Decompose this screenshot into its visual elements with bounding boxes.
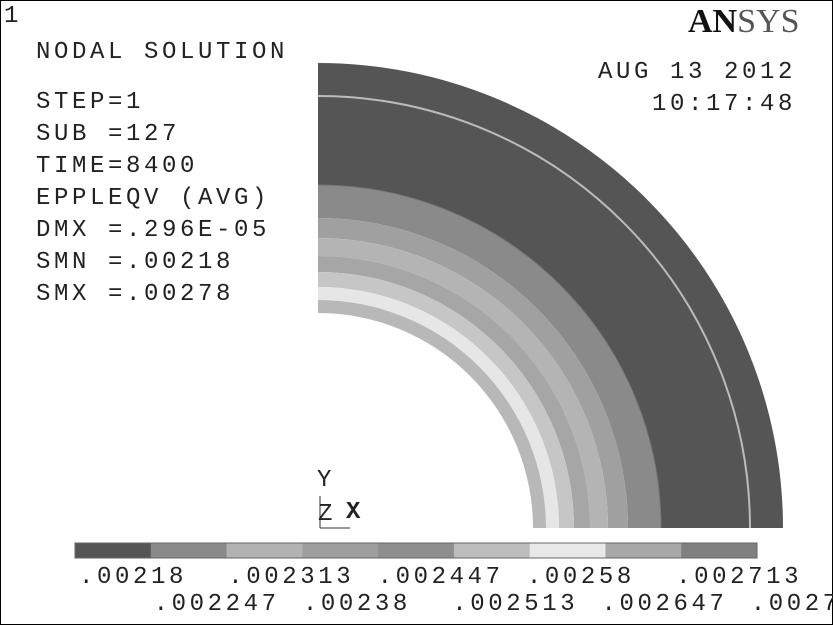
triad-y: Y	[317, 467, 335, 494]
legend-label: .002313	[228, 564, 354, 591]
time: 10:17:48	[652, 91, 796, 118]
legend-swatch	[226, 543, 303, 558]
info-line: EPPLEQV (AVG)	[36, 185, 270, 212]
legend-swatch	[453, 543, 531, 558]
info-line: STEP=1	[36, 89, 144, 116]
legend-swatch	[150, 543, 228, 558]
legend-swatch	[302, 543, 379, 558]
contour-band	[318, 63, 783, 528]
legend-label: .002647	[601, 591, 727, 618]
legend-label: .002247	[154, 591, 280, 618]
legend-swatch	[529, 543, 606, 558]
contour-line	[317, 95, 751, 529]
logo: ANSYS	[688, 3, 799, 40]
legend-label: .002513	[452, 591, 578, 618]
legend-swatch	[75, 543, 152, 558]
contour-band	[318, 300, 546, 528]
contour-band	[318, 256, 590, 528]
info-line: SMX =.00278	[36, 281, 234, 308]
legend-label: .002713	[676, 564, 802, 591]
info-line: SMN =.00218	[36, 249, 234, 276]
legend-swatch	[681, 543, 758, 558]
legend-swatch	[605, 543, 682, 558]
info-line: DMX =.296E-05	[36, 217, 270, 244]
triad-x: X	[346, 499, 364, 526]
legend-label: .00238	[303, 591, 411, 618]
info-line: TIME=8400	[36, 153, 198, 180]
legend-swatch	[378, 543, 455, 558]
legend-label: .00218	[79, 564, 187, 591]
contour-band	[318, 272, 574, 528]
logo-light: SYS	[737, 3, 799, 40]
triad-z: Z	[318, 501, 336, 528]
date: AUG 13 2012	[598, 59, 796, 86]
legend-label: .00278	[751, 591, 833, 618]
contour-band	[318, 238, 608, 528]
legend-label: .00258	[527, 564, 635, 591]
legend-frame	[74, 542, 758, 559]
axis-triad: Y Z X	[317, 467, 364, 529]
window-number: 1	[4, 3, 22, 30]
legend: .00218.002247.002313.00238.002447.002513…	[74, 542, 833, 618]
legend-label: .002447	[378, 564, 504, 591]
contour-outline	[317, 184, 662, 529]
contour-model	[317, 63, 783, 529]
info-line: SUB =127	[36, 121, 180, 148]
contour-band	[318, 218, 628, 528]
contour-band	[318, 185, 661, 528]
info-line: NODAL SOLUTION	[36, 39, 288, 66]
logo-bold: AN	[688, 3, 738, 40]
